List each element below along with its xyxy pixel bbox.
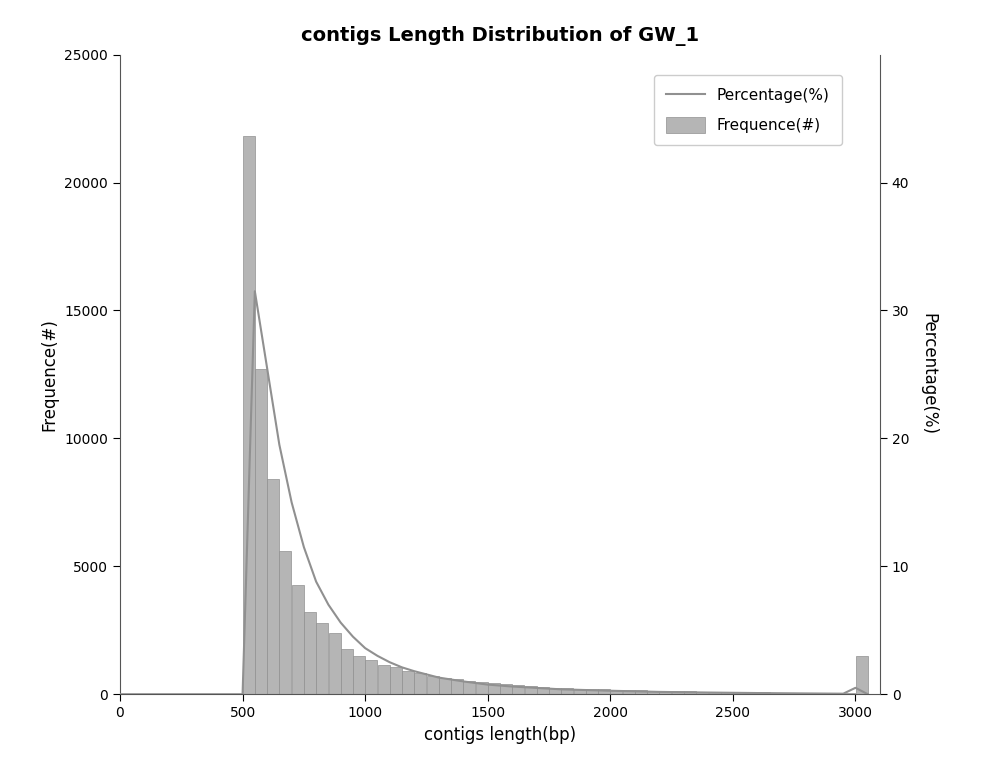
Bar [733, 692, 745, 694]
Bar [770, 693, 782, 694]
Bar [647, 691, 659, 694]
Bar [745, 693, 757, 694]
Bar [561, 688, 573, 694]
Bar [243, 136, 255, 694]
Bar [623, 690, 635, 694]
Bar [831, 693, 843, 694]
Bar [794, 693, 806, 694]
Bar [390, 668, 402, 694]
Bar [255, 369, 267, 694]
Title: contigs Length Distribution of GW_1: contigs Length Distribution of GW_1 [301, 26, 699, 46]
Bar [856, 656, 868, 694]
X-axis label: contigs length(bp): contigs length(bp) [424, 725, 576, 743]
Bar [807, 693, 819, 694]
Bar [610, 690, 622, 694]
Bar [598, 690, 610, 694]
Bar [304, 612, 316, 694]
Bar [525, 686, 537, 694]
Bar [782, 693, 794, 694]
Bar [574, 689, 586, 694]
Bar [500, 684, 512, 694]
Bar [378, 665, 390, 694]
Bar [279, 551, 291, 694]
Bar [476, 682, 488, 694]
Bar [684, 691, 696, 694]
Bar [292, 586, 304, 694]
Bar [402, 671, 414, 694]
Bar [365, 660, 377, 694]
Bar [549, 687, 561, 694]
Bar [843, 693, 855, 694]
Bar [329, 633, 341, 694]
Legend: Percentage(%), Frequence(#): Percentage(%), Frequence(#) [654, 75, 842, 145]
Bar [414, 673, 426, 694]
Bar [709, 692, 721, 694]
Bar [427, 675, 439, 694]
Bar [672, 691, 684, 694]
Bar [451, 679, 463, 694]
Bar [488, 683, 500, 694]
Bar [512, 686, 524, 694]
Bar [696, 692, 708, 694]
Bar [267, 479, 279, 694]
Bar [341, 650, 353, 694]
Bar [353, 656, 365, 694]
Bar [721, 692, 733, 694]
Bar [635, 690, 647, 694]
Bar [819, 693, 831, 694]
Bar [586, 689, 598, 694]
Bar [758, 693, 770, 694]
Bar [659, 691, 671, 694]
Bar [439, 678, 451, 694]
Bar [316, 622, 328, 694]
Y-axis label: Percentage(%): Percentage(%) [919, 314, 937, 435]
Y-axis label: Frequence(#): Frequence(#) [41, 318, 59, 431]
Bar [537, 687, 549, 694]
Bar [463, 681, 475, 694]
